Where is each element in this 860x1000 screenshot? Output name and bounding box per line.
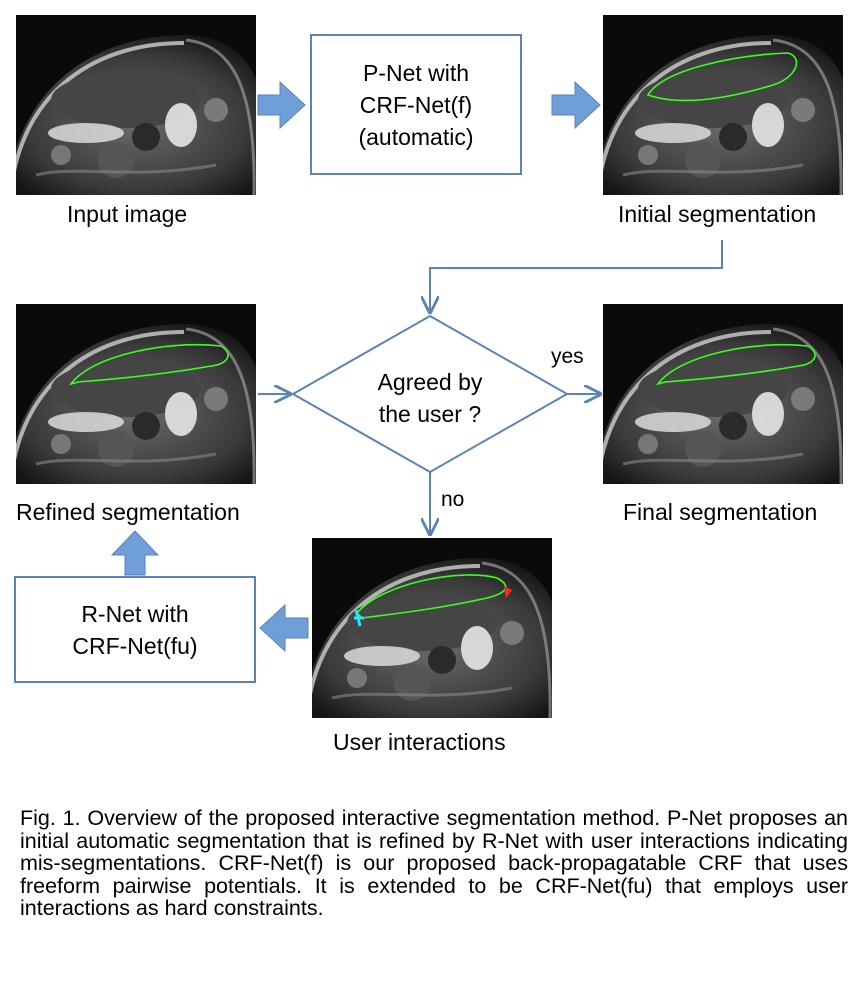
interaction-red-mark	[504, 586, 512, 598]
diagram-connectors	[110, 80, 723, 653]
block-arrow-pnet-to-initial	[551, 80, 601, 130]
rnet-line2: CRF-Net(fu)	[72, 632, 198, 659]
decision-line1: Agreed by	[377, 369, 483, 395]
initial-segmentation-image	[603, 15, 843, 195]
decision-line2: the user ?	[378, 401, 482, 427]
rnet-line1: R-Net with	[81, 600, 189, 627]
yes-label: yes	[551, 345, 584, 368]
block-arrow-input-to-pnet	[257, 80, 306, 130]
figure-caption: Fig. 1. Overview of the proposed interac…	[20, 806, 848, 920]
pnet-line3: (automatic)	[358, 123, 474, 150]
no-label: no	[441, 488, 465, 511]
segmentation-contour	[69, 343, 229, 386]
final-segmentation-image	[603, 304, 843, 484]
rnet-box: R-Net with CRF-Net(fu)	[14, 576, 256, 683]
block-arrow-user-to-rnet	[259, 603, 309, 653]
segmentation-contour	[656, 343, 816, 386]
pnet-box: P-Net with CRF-Net(f) (automatic)	[310, 34, 522, 175]
initial-segmentation-caption: Initial segmentation	[618, 201, 817, 227]
segmentation-contour	[646, 52, 798, 102]
input-image	[16, 15, 256, 195]
input-image-caption: Input image	[67, 201, 188, 227]
refined-segmentation-image	[16, 304, 256, 484]
final-segmentation-caption: Final segmentation	[623, 499, 818, 525]
block-arrow-rnet-to-refined	[110, 530, 160, 576]
connector-initial-to-decision	[430, 240, 723, 312]
user-interactions-caption: User interactions	[333, 729, 506, 755]
pnet-line1: P-Net with	[362, 59, 470, 86]
user-interactions-image	[312, 538, 552, 718]
interaction-cyan-mark	[354, 609, 364, 627]
pnet-line2: CRF-Net(f)	[359, 91, 473, 118]
refined-segmentation-caption: Refined segmentation	[16, 499, 240, 525]
decision-text: Agreed by the user ?	[330, 366, 530, 430]
